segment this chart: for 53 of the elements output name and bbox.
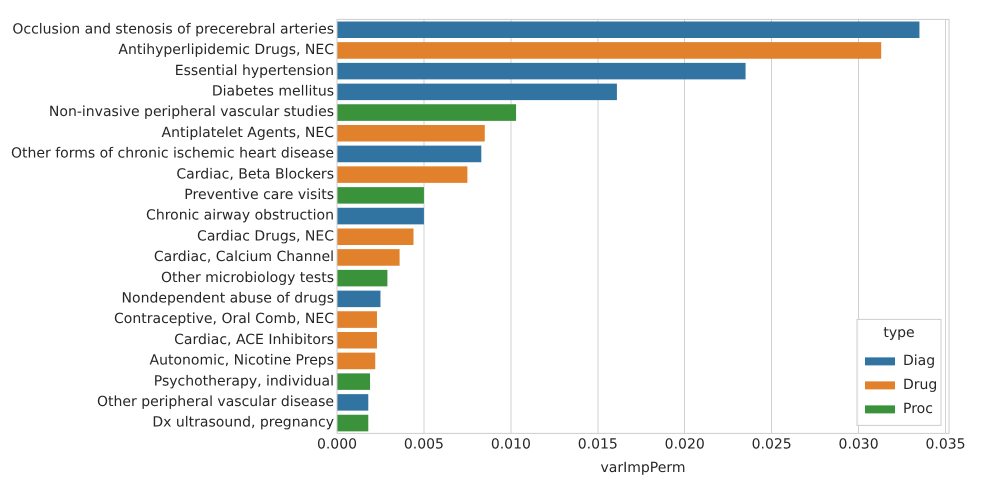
legend-label: Drug [903, 377, 938, 394]
bar [338, 414, 368, 432]
bar [338, 394, 368, 411]
bar [338, 352, 376, 370]
y-tick-label: Dx ultrasound, pregnancy [152, 414, 334, 431]
legend-title: type [883, 325, 915, 342]
y-tick-label: Cardiac, ACE Inhibitors [174, 332, 334, 348]
y-tick-label: Cardiac Drugs, NEC [197, 228, 334, 244]
legend-label: Proc [903, 401, 933, 418]
bar [338, 84, 617, 100]
y-tick-label: Psychotherapy, individual [154, 373, 334, 390]
y-tick-label: Diabetes mellitus [212, 83, 334, 100]
bar [338, 42, 882, 59]
x-tick-label: 0.030 [838, 436, 879, 452]
y-tick-label: Antihyperlipidemic Drugs, NEC [118, 42, 334, 58]
y-tick-label: Cardiac, Calcium Channel [154, 249, 334, 266]
y-tick-label: Autonomic, Nicotine Preps [150, 352, 334, 369]
bar [338, 373, 370, 390]
y-tick-label: Nondependent abuse of drugs [122, 290, 334, 306]
y-tick-label: Preventive care visits [184, 186, 334, 203]
bar [338, 208, 424, 224]
bar [338, 311, 377, 328]
bar [338, 166, 468, 183]
x-tick-label: 0.035 [925, 436, 966, 452]
y-tick-label: Other microbiology tests [160, 270, 334, 286]
y-tick-label: Occlusion and stenosis of precerebral arteries [12, 21, 334, 38]
bar [338, 104, 516, 121]
x-tick-label: 0.020 [664, 436, 705, 452]
bar [338, 21, 920, 38]
bar [338, 146, 482, 162]
y-tick-label: Contraceptive, Oral Comb, NEC [114, 311, 334, 328]
y-tick-label: Non-invasive peripheral vascular studies [48, 104, 334, 120]
y-tick-label: Other forms of chronic ischemic heart disease [11, 146, 334, 162]
x-tick-label: 0.000 [316, 436, 358, 452]
x-tick-label: 0.015 [578, 436, 618, 452]
x-axis-title: varImpPerm [600, 460, 686, 476]
bar [338, 332, 377, 349]
bar [338, 187, 424, 204]
bar [338, 62, 746, 80]
legend-label: Diag [903, 353, 936, 370]
y-tick-label: Chronic airway obstruction [146, 208, 334, 224]
x-tick-label: 0.005 [404, 436, 444, 452]
bar [338, 290, 380, 308]
y-tick-label: Cardiac, Beta Blockers [176, 166, 334, 182]
x-tick-label: 0.025 [752, 436, 792, 452]
y-tick-label: Essential hypertension [174, 62, 334, 79]
bar [338, 124, 485, 142]
y-tick-label: Other peripheral vascular disease [97, 394, 334, 410]
bar [338, 249, 400, 266]
bar [338, 270, 388, 286]
x-tick-label: 0.010 [490, 436, 531, 452]
bar [338, 228, 414, 246]
y-tick-label: Antiplatelet Agents, NEC [162, 124, 334, 141]
